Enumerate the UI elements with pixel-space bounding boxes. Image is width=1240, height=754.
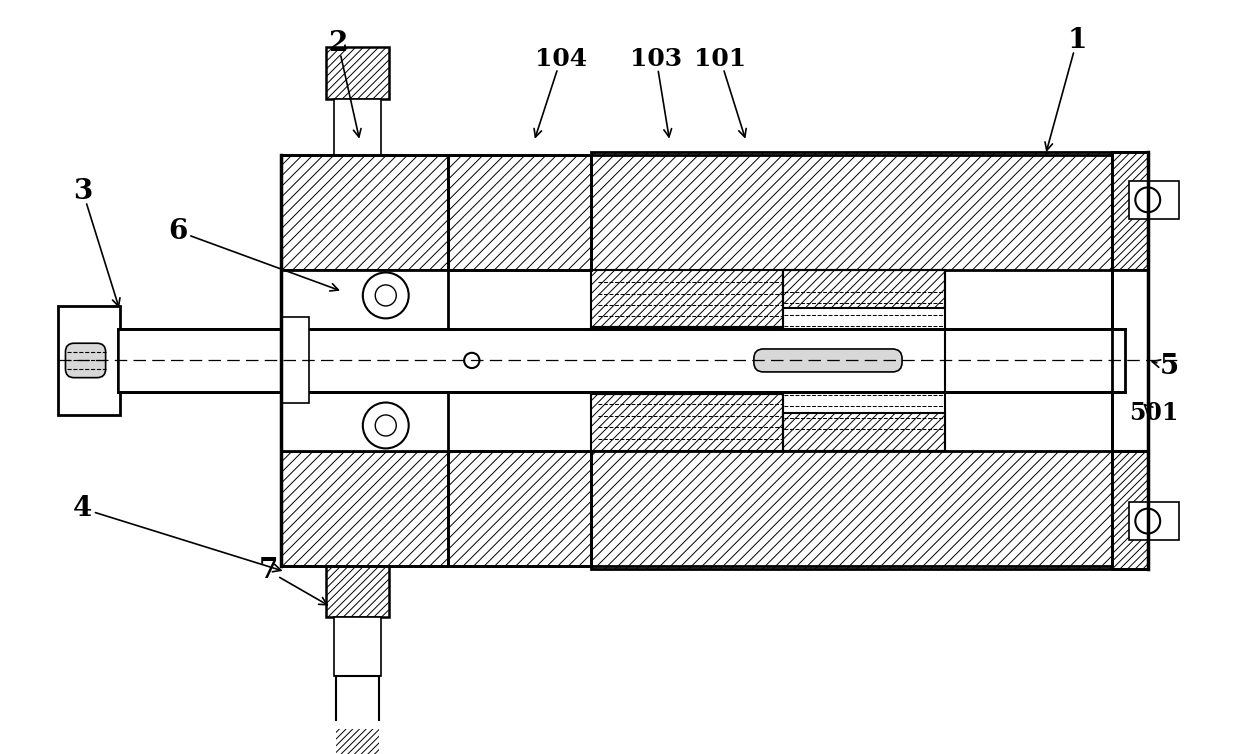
Bar [591,327,945,394]
Polygon shape [448,452,591,566]
FancyBboxPatch shape [66,343,105,378]
Text: 7: 7 [258,557,278,584]
Bar [118,329,280,392]
Text: 4: 4 [73,495,92,522]
Bar [782,308,945,413]
Bar [334,617,381,676]
Text: 101: 101 [694,48,746,72]
Circle shape [1136,509,1161,534]
Bar [118,329,1125,392]
Bar [58,306,120,415]
Bar [334,100,381,155]
Circle shape [363,403,409,449]
Polygon shape [280,155,448,270]
FancyBboxPatch shape [754,349,901,372]
Polygon shape [1112,152,1148,270]
Polygon shape [591,394,782,452]
Polygon shape [591,152,1112,270]
Polygon shape [448,155,591,270]
Polygon shape [782,270,945,308]
Bar [336,676,379,728]
Circle shape [376,415,397,436]
Polygon shape [591,270,782,327]
Text: 103: 103 [630,48,682,72]
Text: 5: 5 [1161,353,1179,380]
Bar [280,270,448,452]
Polygon shape [591,452,1112,569]
Text: 104: 104 [534,48,587,72]
Bar [1112,270,1148,452]
Text: 6: 6 [169,218,188,245]
Text: 2: 2 [329,29,347,57]
Circle shape [376,285,397,306]
Text: 1: 1 [1068,26,1086,54]
Polygon shape [782,413,945,452]
Circle shape [464,353,480,368]
Polygon shape [326,566,388,617]
Polygon shape [336,728,379,754]
Circle shape [1136,188,1161,213]
Circle shape [363,272,409,318]
Polygon shape [1112,452,1148,569]
Text: 3: 3 [73,178,92,205]
Polygon shape [326,47,388,100]
Text: 501: 501 [1128,401,1178,425]
Polygon shape [280,452,448,566]
Bar [1128,181,1179,219]
Bar [1128,502,1179,540]
Bar [280,317,309,403]
